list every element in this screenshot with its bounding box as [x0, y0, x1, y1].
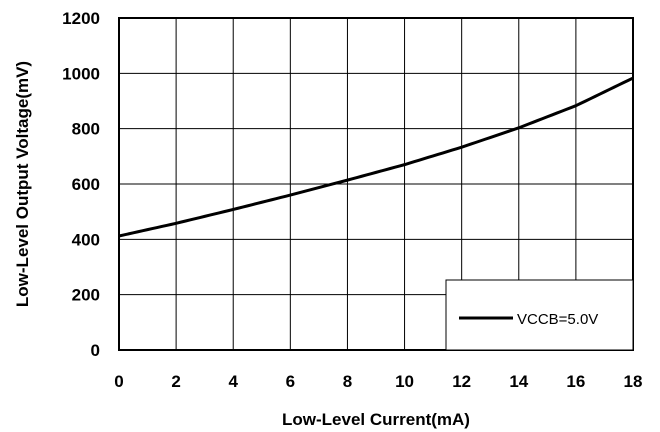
x-tick-label: 10 — [395, 372, 414, 391]
legend: VCCB=5.0V — [445, 279, 634, 351]
y-tick-label: 1000 — [62, 64, 100, 83]
y-tick-labels: 0 200 400 600 800 1000 1200 — [62, 9, 100, 360]
legend-label: VCCB=5.0V — [517, 311, 598, 328]
y-axis-label: Low-Level Output Voltage(mV) — [13, 61, 32, 307]
x-tick-label: 12 — [452, 372, 471, 391]
plot-frame — [118, 17, 634, 351]
legend-box — [445, 279, 634, 351]
series-layer — [118, 76, 634, 238]
x-tick-label: 2 — [171, 372, 180, 391]
x-tick-label: 6 — [286, 372, 295, 391]
x-tick-label: 18 — [624, 372, 643, 391]
x-tick-label: 8 — [343, 372, 352, 391]
x-tick-label: 16 — [566, 372, 585, 391]
series-line — [118, 76, 634, 238]
y-tick-label: 0 — [91, 341, 100, 360]
y-tick-label: 800 — [72, 120, 100, 139]
x-tick-labels: 0 2 4 6 8 10 12 14 16 18 — [114, 372, 642, 391]
y-tick-label: 1200 — [62, 9, 100, 28]
x-tick-label: 0 — [114, 372, 123, 391]
x-axis-label: Low-Level Current(mA) — [282, 410, 470, 429]
y-tick-label: 400 — [72, 230, 100, 249]
y-tick-label: 200 — [72, 286, 100, 305]
x-tick-label: 4 — [228, 372, 238, 391]
y-tick-label: 600 — [72, 175, 100, 194]
x-tick-label: 14 — [509, 372, 528, 391]
